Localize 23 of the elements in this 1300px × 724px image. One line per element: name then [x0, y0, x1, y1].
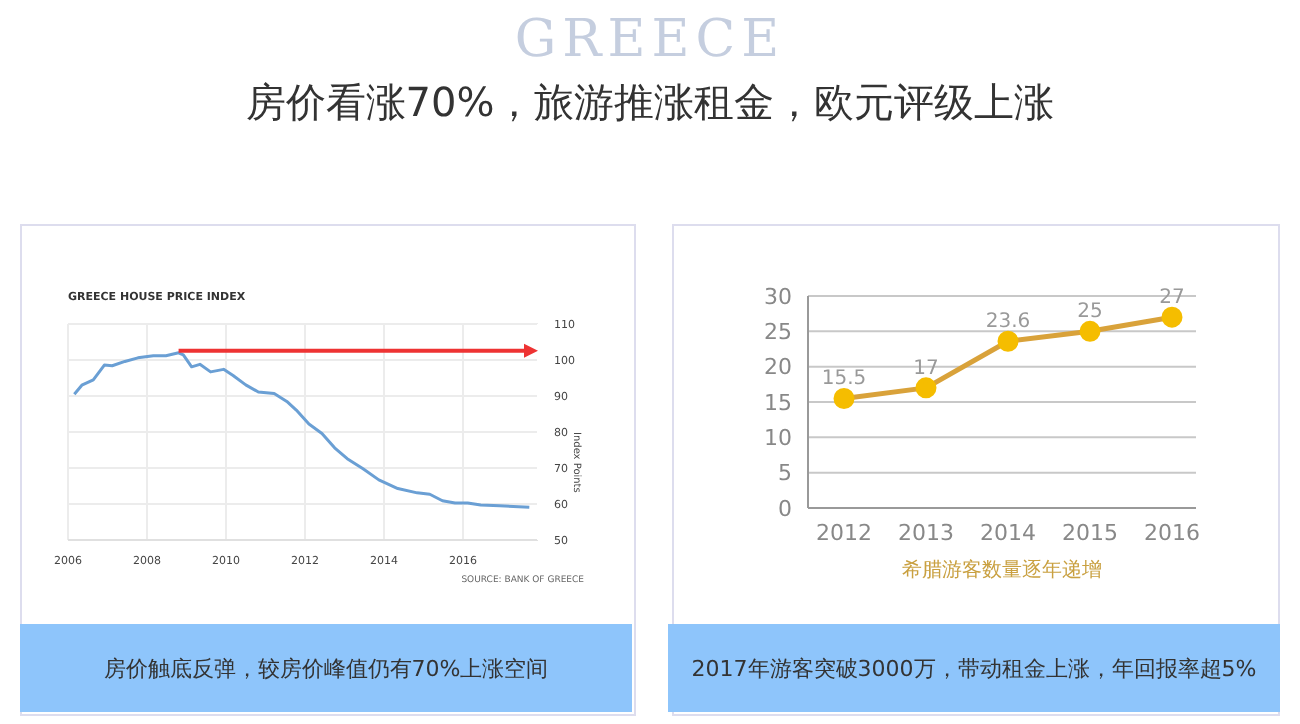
- y-tick-label: 30: [764, 283, 792, 310]
- x-tick-label: 2015: [1062, 519, 1118, 546]
- y-tick-label: 10: [764, 425, 792, 452]
- y-tick-label: 0: [778, 495, 792, 522]
- x-tick-label: 2012: [816, 519, 872, 546]
- text: 房价看涨70%，旅游推涨租金，欧元评级上涨: [243, 76, 1057, 130]
- x-axis-title: 希腊游客数量逐年递增: [900, 557, 1104, 584]
- x-tick-label: 2016: [1144, 519, 1200, 546]
- y-tick-label: 25: [764, 319, 792, 346]
- x-tick-label: 2014: [980, 519, 1036, 546]
- line-series: [72, 351, 531, 509]
- y-tick-label: 20: [764, 354, 792, 381]
- data-label: 23.6: [985, 311, 1031, 334]
- data-label: 17: [913, 357, 939, 380]
- text: 2017年游客突破3000万，带动租金上涨，年回报率超5%: [668, 624, 1280, 712]
- data-label: 25: [1077, 301, 1103, 324]
- text: GREECE: [512, 10, 788, 70]
- text: 房价触底反弹，较房价峰值仍有70%上涨空间: [20, 624, 632, 712]
- y-tick-label: 15: [764, 389, 792, 416]
- data-label: 15.5: [821, 368, 867, 391]
- data-label: 27: [1159, 287, 1185, 310]
- x-tick-label: 2013: [898, 519, 954, 546]
- y-tick-label: 5: [778, 460, 792, 487]
